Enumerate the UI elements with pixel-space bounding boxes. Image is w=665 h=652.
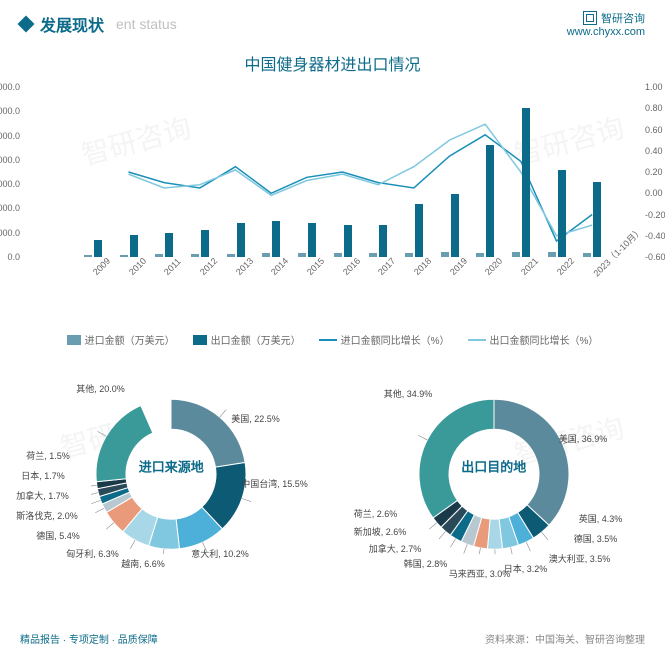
bar-export: [237, 223, 245, 257]
bar-export: [593, 182, 601, 257]
donut-label: 美国, 36.9%: [559, 432, 608, 445]
donut-label: 斯洛伐克, 2.0%: [16, 509, 78, 522]
bar-export: [201, 230, 209, 257]
main-chart-title: 中国健身器材进出口情况: [0, 51, 665, 75]
bar-import: [191, 254, 199, 257]
bar-import: [441, 252, 449, 257]
header-left: 发展现状 ent status: [20, 12, 177, 36]
footer-right: 资料来源：中国海关、智研咨询整理: [485, 631, 645, 646]
donut-label: 其他, 34.9%: [384, 387, 433, 400]
header-title-en: ent status: [116, 16, 177, 32]
donut-label: 韩国, 2.8%: [404, 557, 448, 570]
donut-export: 出口目的地 美国, 36.9% 英国, 4.3% 德国, 3.5% 澳大利亚, 3.5…: [339, 357, 649, 617]
donut-label: 新加坡, 2.6%: [354, 525, 407, 538]
donut-label: 加拿大, 2.7%: [369, 542, 422, 555]
donut-label: 日本, 3.2%: [504, 562, 548, 575]
legend-export-value: 出口金额（万美元）: [193, 332, 301, 347]
bar-import: [298, 253, 306, 257]
bar-export: [130, 235, 138, 257]
donut-import-title: 进口来源地: [139, 457, 204, 476]
bar-import: [334, 253, 342, 257]
bar-import: [583, 253, 591, 257]
bar-export: [415, 204, 423, 257]
bar-export: [94, 240, 102, 257]
donut-label: 德国, 3.5%: [574, 532, 618, 545]
header-title-cn: 发展现状: [40, 12, 104, 36]
donut-import: 进口来源地 美国, 22.5% 中国台湾, 15.5% 意大利, 10.2% 越南, …: [16, 357, 326, 617]
donut-label: 美国, 22.5%: [231, 412, 280, 425]
donut-label: 荷兰, 1.5%: [26, 449, 70, 462]
legend-import-value: 进口金额（万美元）: [67, 332, 175, 347]
bar-import: [548, 252, 556, 257]
donut-label: 英国, 4.3%: [579, 512, 623, 525]
donut-label: 马来西亚, 3.0%: [449, 567, 511, 580]
donut-label: 中国台湾, 15.5%: [241, 477, 308, 490]
donut-label: 德国, 5.4%: [36, 529, 80, 542]
bar-import: [155, 254, 163, 257]
footer-left: 精品报告 · 专项定制 · 品质保障: [20, 631, 158, 646]
bar-import: [476, 253, 484, 257]
bar-import: [84, 255, 92, 257]
bar-import: [262, 253, 270, 257]
chart-legend: 进口金额（万美元） 出口金额（万美元） 进口金额同比增长（%） 出口金额同比增长…: [0, 332, 665, 347]
donut-label: 加拿大, 1.7%: [16, 489, 69, 502]
main-chart: 0.0200000.0400000.0600000.0800000.010000…: [20, 87, 645, 297]
donut-label: 澳大利亚, 3.5%: [549, 552, 611, 565]
brand-url: www.chyxx.com: [567, 26, 645, 38]
bar-export: [558, 170, 566, 257]
brand-name: 智研咨询: [601, 10, 645, 26]
bar-export: [522, 108, 530, 257]
page-footer: 精品报告 · 专项定制 · 品质保障 资料来源：中国海关、智研咨询整理: [0, 625, 665, 652]
donut-row: 进口来源地 美国, 22.5% 中国台湾, 15.5% 意大利, 10.2% 越南, …: [0, 357, 665, 617]
bar-import: [369, 253, 377, 257]
donut-label: 越南, 6.6%: [121, 557, 165, 570]
bar-import: [227, 254, 235, 257]
bar-export: [272, 221, 280, 257]
bar-export: [451, 194, 459, 257]
bar-export: [308, 223, 316, 257]
donut-label: 意大利, 10.2%: [191, 547, 249, 560]
donut-label: 其他, 20.0%: [76, 382, 125, 395]
bar-export: [344, 225, 352, 257]
donut-export-title: 出口目的地: [461, 457, 526, 476]
bar-export: [486, 145, 494, 257]
bar-export: [379, 225, 387, 257]
plot-area: [75, 87, 610, 257]
page-header: 发展现状 ent status 智研咨询 www.chyxx.com: [0, 0, 665, 43]
donut-label: 荷兰, 2.6%: [354, 507, 398, 520]
donut-label: 日本, 1.7%: [21, 469, 65, 482]
bar-import: [120, 255, 128, 257]
legend-export-growth: 出口金额同比增长（%）: [468, 332, 599, 347]
x-axis: 2009201020112012201320142015201620172018…: [75, 262, 610, 297]
bar-export: [165, 233, 173, 257]
header-right: 智研咨询 www.chyxx.com: [567, 10, 645, 38]
bar-import: [405, 253, 413, 257]
bar-import: [512, 252, 520, 257]
legend-import-growth: 进口金额同比增长（%）: [319, 332, 450, 347]
logo-icon: [583, 11, 597, 25]
diamond-icon: [18, 16, 35, 33]
donut-label: 匈牙利, 6.3%: [66, 547, 119, 560]
